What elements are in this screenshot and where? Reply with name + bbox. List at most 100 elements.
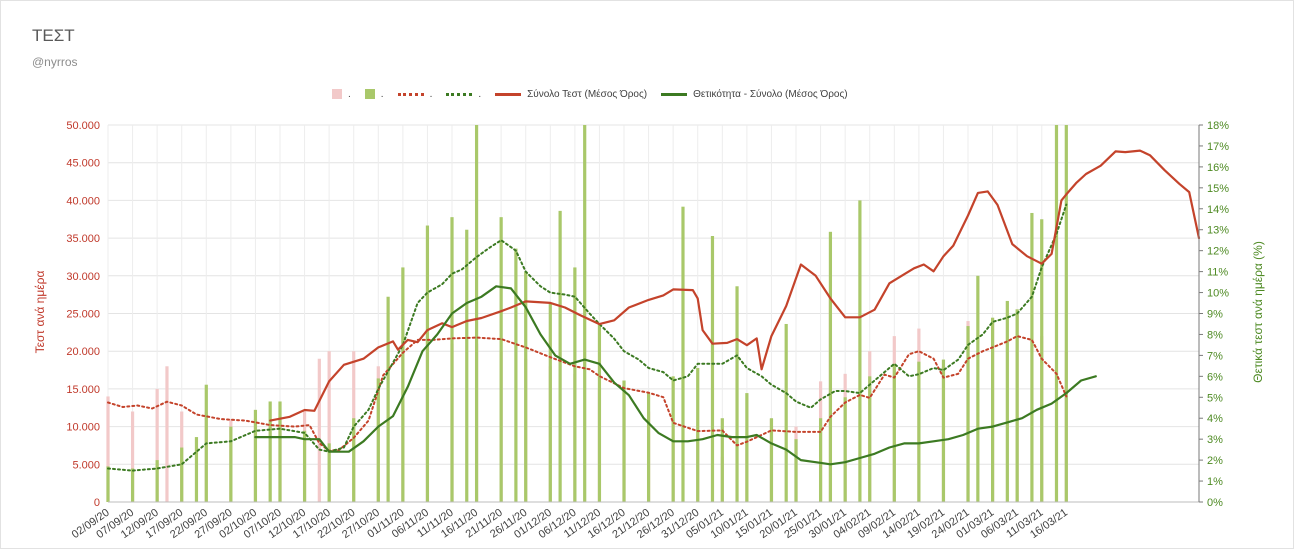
dotted-series-line	[107, 335, 1068, 452]
green-bar	[794, 439, 798, 502]
green-bar	[720, 418, 724, 502]
chart-legend: .... Σύνολο Τεστ (Μέσος Όρος) Θετικότητα -…	[332, 86, 862, 102]
green-bar	[583, 125, 587, 502]
red-bar	[155, 388, 159, 502]
green-bar	[514, 248, 518, 502]
series-lines	[107, 149, 1201, 472]
legend-swatch	[446, 92, 473, 96]
y2-tick-label: 2%	[1207, 455, 1223, 467]
y2-tick-label: 15%	[1207, 183, 1229, 195]
green-bar	[573, 267, 577, 502]
red-bar	[327, 351, 331, 502]
green-bar	[1064, 125, 1068, 502]
chart-title: ΤΕΣΤ	[32, 26, 75, 45]
legend-label: .	[348, 88, 351, 100]
y2-tick-label: 3%	[1207, 434, 1223, 446]
green-bar	[425, 225, 430, 503]
legend-label: .	[478, 88, 482, 100]
green-bar	[548, 303, 552, 502]
legend-item: .	[364, 89, 384, 100]
red-bars	[106, 298, 1068, 502]
legend-item: Σύνολο Τεστ (Μέσος Όρος)	[495, 89, 647, 100]
legend-item: .	[446, 89, 481, 100]
green-bar	[474, 125, 479, 502]
green-bar	[106, 466, 110, 502]
green-bar	[465, 229, 469, 502]
y-tick-label: 25.000	[66, 309, 100, 321]
legend-item: Θετικότητα - Σύνολο (Μέσος Όρος)	[661, 89, 848, 100]
y2-tick-label: 7%	[1207, 350, 1223, 362]
green-bar	[302, 430, 307, 502]
green-bar	[769, 418, 774, 502]
green-bar	[843, 397, 847, 502]
green-bar	[524, 271, 528, 502]
green-bar	[268, 401, 272, 502]
green-bar	[828, 231, 833, 503]
green-bar	[671, 376, 675, 502]
y-tick-label: 35.000	[66, 233, 100, 245]
green-bar	[194, 437, 199, 502]
legend-label: Θετικότητα - Σύνολο (Μέσος Όρος)	[693, 88, 848, 100]
green-bar	[735, 286, 739, 502]
green-bar	[892, 363, 896, 502]
y2-tick-label: 16%	[1207, 162, 1229, 174]
y2-tick-label: 14%	[1207, 204, 1229, 216]
green-bar	[1040, 219, 1044, 502]
y2-tick-label: 9%	[1207, 309, 1223, 321]
dotted-series-line	[107, 203, 1068, 472]
y2-tick-label: 0%	[1207, 497, 1223, 509]
y-tick-label: 10.000	[66, 422, 100, 434]
green-bar	[1030, 212, 1034, 502]
green-bar	[681, 206, 685, 502]
y-tick-label: 40.000	[66, 195, 100, 207]
green-bar	[386, 296, 390, 502]
green-bar	[646, 393, 651, 502]
legend-label: Σύνολο Τεστ (Μέσος Όρος)	[527, 88, 648, 100]
green-bar	[155, 460, 159, 502]
green-bar	[1054, 125, 1059, 502]
green-bar	[784, 323, 788, 502]
green-bar	[858, 200, 862, 502]
green-bar	[1005, 300, 1009, 502]
y2-tick-label: 13%	[1207, 225, 1229, 237]
y2-tick-label: 11%	[1207, 267, 1228, 279]
green-bar	[253, 409, 258, 502]
chart-subtitle: @nyrros	[32, 55, 78, 69]
green-bar	[622, 380, 626, 502]
green-bar	[966, 326, 970, 502]
green-bar	[130, 468, 135, 502]
red-bar	[130, 411, 135, 502]
y-tick-label: 45.000	[66, 158, 100, 170]
legend-swatch	[364, 89, 375, 99]
y-axis-title: Τεστ ανά ημέρα	[33, 271, 47, 354]
legend-label: .	[429, 88, 433, 100]
green-bar	[597, 323, 602, 502]
legend-swatch	[661, 92, 688, 96]
green-bar	[229, 426, 233, 502]
legend-swatch	[397, 92, 424, 96]
legend-item: .	[397, 88, 433, 100]
green-bar	[976, 275, 980, 502]
legend-swatch	[332, 89, 342, 99]
y2-tick-label: 17%	[1207, 141, 1229, 153]
green-bar	[745, 393, 749, 502]
green-bar	[327, 443, 331, 502]
y-tick-label: 0	[94, 497, 100, 509]
series-line	[254, 285, 1097, 466]
green-bar	[868, 376, 872, 502]
red-bar	[165, 366, 169, 502]
green-bar	[278, 401, 282, 502]
green-bar	[352, 418, 356, 502]
y2-tick-label: 6%	[1207, 371, 1223, 383]
y2-tick-label: 4%	[1207, 413, 1223, 425]
green-bar	[180, 447, 184, 502]
y-tick-label: 30.000	[66, 271, 100, 283]
y2-tick-label: 8%	[1207, 329, 1223, 341]
y-tick-label: 15.000	[66, 384, 100, 396]
red-bar	[317, 358, 321, 502]
y2-axis-title: Θετικά τεστ ανά ημέρα (%)	[1251, 241, 1265, 383]
green-bar	[1015, 309, 1019, 502]
green-bar	[558, 210, 562, 502]
y-tick-label: 5.000	[72, 459, 100, 471]
